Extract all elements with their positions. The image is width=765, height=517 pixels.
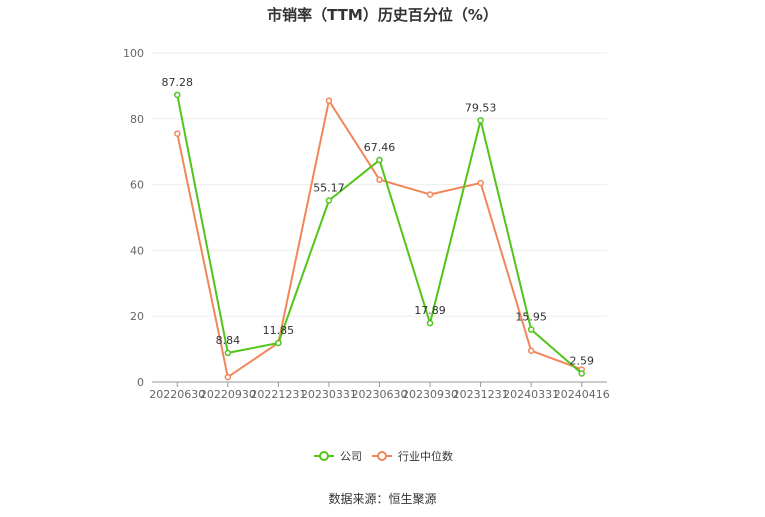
y-tick-label: 20: [130, 310, 144, 323]
company-point: [276, 341, 281, 346]
x-tick-label: 20220930: [200, 388, 256, 401]
data-label: 11.85: [263, 324, 295, 337]
x-tick-label: 20221231: [250, 388, 306, 401]
industry-point: [326, 98, 331, 103]
company-line: [177, 95, 581, 374]
company-point: [377, 158, 382, 163]
legend-item-company: 公司: [314, 450, 362, 463]
company-point: [579, 371, 584, 376]
company-point: [175, 92, 180, 97]
x-tick-label: 20230331: [301, 388, 357, 401]
data-source-note: 数据来源：恒生聚源: [0, 490, 765, 507]
y-tick-label: 0: [137, 376, 144, 389]
data-label: 87.28: [162, 76, 194, 89]
grid-layer: [152, 53, 607, 316]
x-tick-label: 20230630: [352, 388, 408, 401]
industry-point: [377, 177, 382, 182]
legend: 公司 行业中位数: [314, 449, 453, 463]
industry-point: [175, 131, 180, 136]
data-label: 15.95: [515, 311, 547, 324]
data-label: 67.46: [364, 141, 396, 154]
industry-point: [428, 192, 433, 197]
x-tick-label: 20231231: [453, 388, 509, 401]
data-label: 17.89: [414, 304, 446, 317]
x-tick-label: 20240416: [554, 388, 610, 401]
data-label: 55.17: [313, 181, 345, 194]
y-tick-label: 60: [130, 179, 144, 192]
company-point: [326, 198, 331, 203]
legend-marker: [320, 452, 328, 460]
data-label: 79.53: [465, 101, 497, 114]
company-point: [478, 118, 483, 123]
company-point: [529, 327, 534, 332]
data-label: 8.84: [216, 334, 241, 347]
x-tick-label: 20240331: [503, 388, 559, 401]
x-tick-label: 20230930: [402, 388, 458, 401]
legend-item-industry: 行业中位数: [372, 449, 453, 463]
legend-label: 行业中位数: [398, 449, 453, 463]
industry-point: [478, 180, 483, 185]
x-tick-label: 20220630: [149, 388, 205, 401]
company-point: [428, 321, 433, 326]
industry-point: [529, 348, 534, 353]
y-tick-label: 40: [130, 244, 144, 257]
legend-marker: [378, 452, 386, 460]
y-tick-label: 80: [130, 113, 144, 126]
industry-point: [225, 375, 230, 380]
company-point: [225, 350, 230, 355]
data-label: 2.59: [569, 354, 594, 367]
legend-label: 公司: [340, 450, 362, 463]
y-tick-label: 100: [123, 47, 144, 60]
